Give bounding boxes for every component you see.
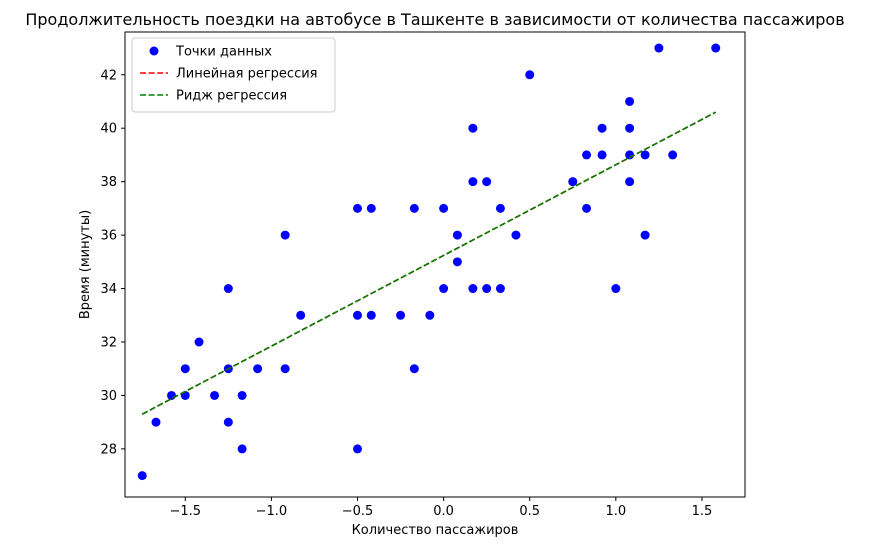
data-point [237, 390, 247, 400]
data-point [625, 177, 635, 187]
y-tick-label: 34 [100, 282, 117, 297]
data-point [425, 310, 435, 320]
data-point [625, 123, 635, 133]
data-point [137, 471, 147, 481]
data-point [439, 284, 449, 294]
series-line-2 [141, 111, 717, 415]
data-point [409, 203, 419, 213]
data-point [625, 96, 635, 106]
data-point [640, 150, 650, 160]
data-point [237, 444, 247, 454]
x-tick-label: 0.0 [433, 504, 454, 519]
x-axis: −1.5 −1.0 −0.5 0.0 0.5 1.0 1.5 [169, 497, 712, 519]
legend: Точки данных Линейная регрессия Ридж регре… [131, 37, 336, 113]
data-point [452, 257, 462, 267]
x-tick-label: 1.5 [692, 504, 713, 519]
data-point [180, 364, 190, 374]
data-point [409, 364, 419, 374]
data-point [525, 70, 535, 80]
y-axis: 28 30 32 34 36 38 40 42 [100, 68, 125, 457]
data-point [167, 390, 176, 400]
y-tick-label: 32 [100, 336, 117, 351]
x-tick-label: 1.0 [605, 504, 626, 519]
y-tick-label: 38 [100, 175, 117, 190]
x-axis-label: Количество пассажиров [352, 523, 519, 538]
data-point [280, 230, 290, 240]
data-point [568, 177, 578, 187]
legend-label: Точки данных [175, 45, 272, 60]
data-point [151, 417, 161, 427]
data-point [495, 203, 505, 213]
data-point [654, 43, 664, 53]
data-point [611, 284, 621, 294]
plot-frame [124, 31, 746, 498]
data-point [597, 150, 607, 160]
data-point [296, 310, 306, 320]
x-tick-label: −1.0 [256, 504, 288, 519]
x-tick-label: −1.5 [169, 504, 201, 519]
data-point [668, 150, 678, 160]
data-point [597, 123, 607, 133]
data-point [223, 417, 233, 427]
chart-title: Продолжительность поездки на автобусе в … [25, 10, 844, 29]
data-point [640, 230, 650, 240]
legend-label: Линейная регрессия [176, 67, 317, 82]
data-point [468, 123, 478, 133]
y-tick-label: 40 [100, 122, 117, 137]
data-point [210, 390, 220, 400]
data-point [353, 444, 362, 454]
data-point [452, 230, 462, 240]
data-point [223, 284, 233, 294]
data-point [582, 203, 592, 213]
data-point [396, 310, 406, 320]
data-point [582, 150, 592, 160]
data-point [495, 284, 505, 294]
y-tick-label: 36 [100, 229, 117, 244]
data-point [280, 364, 290, 374]
data-point [468, 177, 478, 187]
data-point [366, 310, 376, 320]
data-point [353, 203, 362, 213]
data-point [353, 310, 362, 320]
legend-label: Ридж регрессия [176, 89, 287, 104]
data-point [482, 177, 492, 187]
y-tick-label: 28 [100, 442, 117, 457]
x-tick-label: 0.5 [519, 504, 540, 519]
data-point [194, 337, 204, 347]
legend-marker [149, 46, 159, 56]
legend-box [131, 37, 336, 113]
data-point [711, 43, 721, 53]
y-tick-label: 30 [100, 389, 117, 404]
plot-area [124, 31, 746, 498]
y-axis-label: Время (минуты) [78, 210, 93, 319]
data-point [468, 284, 478, 294]
data-point [511, 230, 521, 240]
data-point [253, 364, 263, 374]
data-point [366, 203, 376, 213]
x-tick-label: −0.5 [342, 504, 374, 519]
data-point [439, 203, 449, 213]
scatter-points [137, 43, 721, 481]
data-point [482, 284, 492, 294]
y-tick-label: 42 [100, 68, 117, 83]
